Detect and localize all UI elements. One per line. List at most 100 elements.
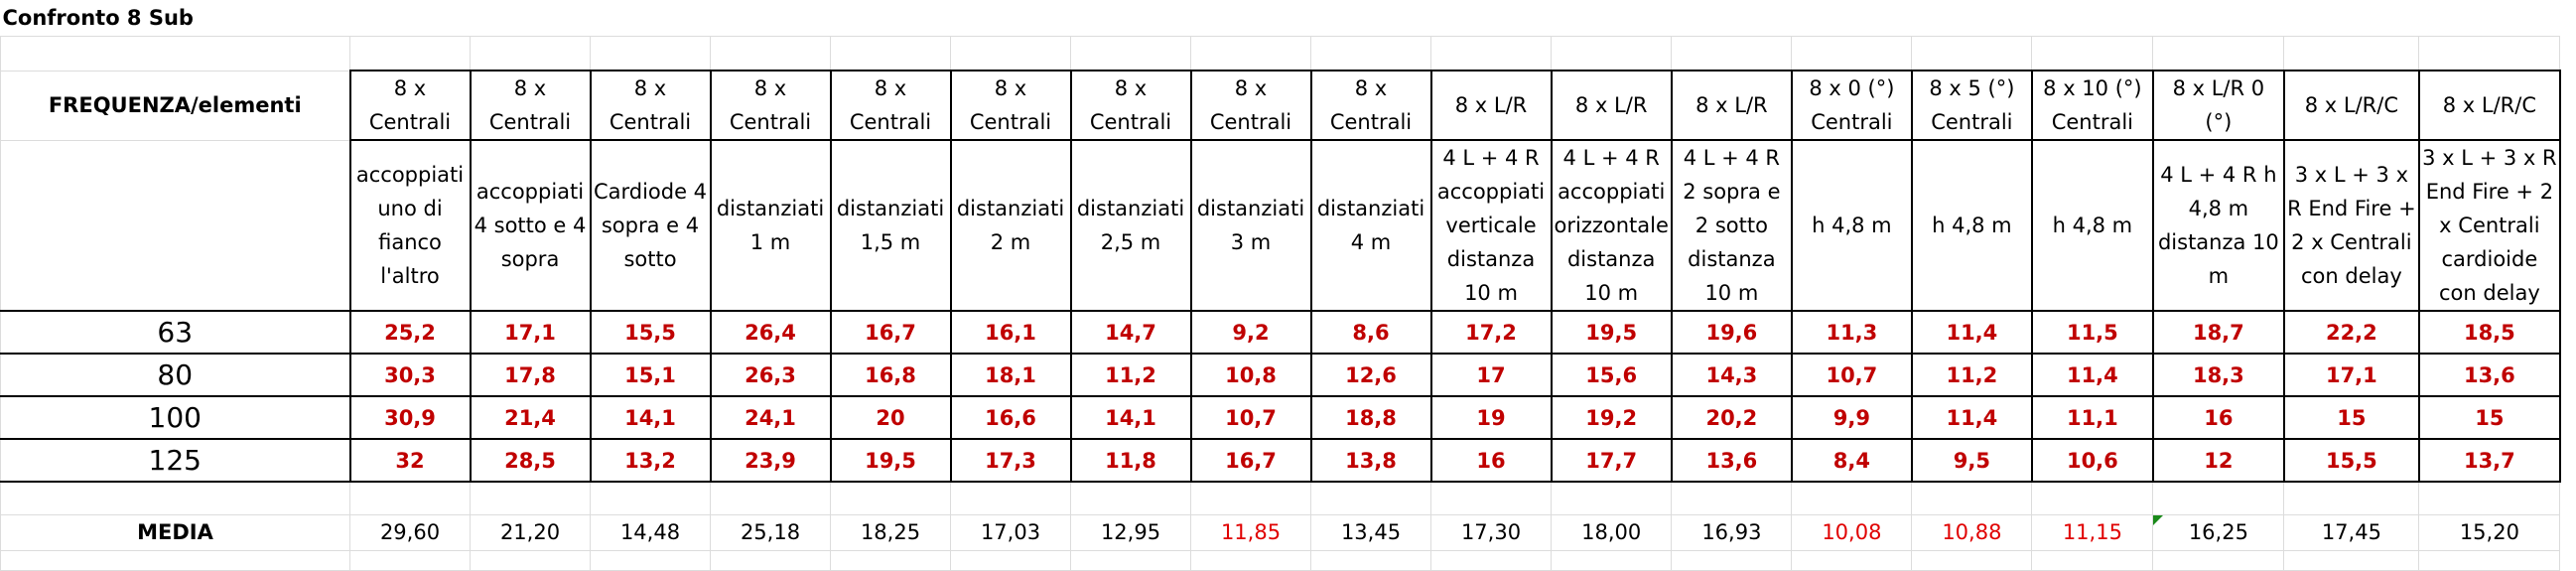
value-cell: 15 <box>2282 395 2420 440</box>
value-cell: 28,5 <box>469 438 592 483</box>
value-cell: 8,4 <box>1790 438 1913 483</box>
value-cell: 32 <box>348 438 472 483</box>
empty-cell <box>1791 549 1913 571</box>
value-cell: 17,2 <box>1429 310 1553 355</box>
column-type: 8 x Centrali <box>1309 70 1432 141</box>
empty-cell <box>2031 481 2154 515</box>
value-cell: 18,5 <box>2417 310 2561 355</box>
empty-cell <box>1310 35 1431 71</box>
value-cell: 16 <box>1429 438 1553 483</box>
value-cell: 15,5 <box>589 310 712 355</box>
value-cell: 14,3 <box>1670 353 1793 397</box>
empty-cell <box>2283 35 2420 71</box>
value-cell: 19,2 <box>1550 395 1673 440</box>
column-description: 4 L + 4 R accoppiati orizzontale distanz… <box>1550 139 1673 312</box>
column-type: 8 x 0 (°) Centrali <box>1790 70 1913 141</box>
value-cell: 14,1 <box>1069 395 1192 440</box>
column-description: distanziati 2 m <box>949 139 1072 312</box>
row: 80 30,3 17,8 15,1 26,3 16,8 18,1 11,2 10,8 12,6 17… <box>0 353 2561 397</box>
value-cell: 25,2 <box>348 310 472 355</box>
row-label: 80 <box>0 353 350 397</box>
empty-cell <box>349 35 471 71</box>
value-cell: 11,4 <box>1910 395 2033 440</box>
empty-cell <box>710 549 831 571</box>
value-cell: 16,1 <box>949 310 1072 355</box>
empty-cell <box>1430 481 1552 515</box>
value-cell: 19,5 <box>829 438 952 483</box>
value-cell: 16 <box>2151 395 2285 440</box>
value-cell: 21,4 <box>469 395 592 440</box>
empty-cell <box>1550 35 1673 71</box>
value-cell: 24,1 <box>709 395 832 440</box>
value-cell: 19,5 <box>1550 310 1673 355</box>
value-cell: 17 <box>1429 353 1553 397</box>
empty-cell <box>2418 549 2561 571</box>
value-cell: 11,4 <box>1910 310 2033 355</box>
empty-cell <box>1310 549 1431 571</box>
empty-cell <box>2152 481 2285 515</box>
media-value: 29,60 <box>349 513 471 551</box>
empty-cell <box>830 35 951 71</box>
column-description: 3 x L + 3 x R End Fire + 2 x Centrali co… <box>2282 139 2420 312</box>
column-type: 8 x L/R <box>1429 70 1553 141</box>
value-cell: 17,1 <box>469 310 592 355</box>
row: 125 32 28,5 13,2 23,9 19,5 17,3 11,8 16,7 13,8 16 1… <box>0 438 2561 483</box>
value-cell: 13,8 <box>1309 438 1432 483</box>
media-value: 10,08 <box>1791 513 1913 551</box>
empty-cell <box>590 35 711 71</box>
column-type: 8 x Centrali <box>589 70 712 141</box>
value-cell: 17,3 <box>949 438 1072 483</box>
column-description: distanziati 2,5 m <box>1069 139 1192 312</box>
media-value: 13,45 <box>1310 513 1431 551</box>
media-value: 16,93 <box>1671 513 1793 551</box>
media-value: 11,85 <box>1190 513 1311 551</box>
value-cell: 17,1 <box>2282 353 2420 397</box>
value-cell: 23,9 <box>709 438 832 483</box>
value-cell: 15,6 <box>1550 353 1673 397</box>
empty-cell <box>0 549 350 571</box>
value-cell: 15,1 <box>589 353 712 397</box>
value-cell: 13,2 <box>589 438 712 483</box>
value-cell: 11,4 <box>2030 353 2154 397</box>
empty-cell <box>1911 549 2033 571</box>
value-cell: 16,8 <box>829 353 952 397</box>
value-cell: 11,3 <box>1790 310 1913 355</box>
value-cell: 19,6 <box>1670 310 1793 355</box>
media-value: 12,95 <box>1070 513 1191 551</box>
header-label: FREQUENZA/elementi <box>0 70 350 141</box>
empty-cell <box>710 481 831 515</box>
value-cell: 22,2 <box>2282 310 2420 355</box>
value-cell: 8,6 <box>1309 310 1432 355</box>
row: FREQUENZA/elementi 8 x Centrali 8 x Centra… <box>0 70 2561 141</box>
empty-cell <box>590 481 711 515</box>
value-cell: 16,7 <box>829 310 952 355</box>
sheet-title: Confronto 8 Sub <box>2 5 194 30</box>
column-description: h 4,8 m <box>1910 139 2033 312</box>
empty-cell <box>2152 35 2285 71</box>
empty-cell <box>950 35 1071 71</box>
empty-cell <box>0 35 350 71</box>
column-description: 4 L + 4 R 2 sopra e 2 sotto distanza 10 … <box>1670 139 1793 312</box>
column-description: distanziati 1,5 m <box>829 139 952 312</box>
empty-cell <box>1671 549 1793 571</box>
media-value: 10,88 <box>1911 513 2033 551</box>
empty-cell <box>1791 481 1913 515</box>
empty-cell <box>470 481 591 515</box>
value-cell: 10,7 <box>1790 353 1913 397</box>
empty-cell <box>1190 35 1311 71</box>
empty-cell <box>590 549 711 571</box>
column-type: 8 x Centrali <box>709 70 832 141</box>
empty-cell <box>0 139 350 312</box>
empty-cell <box>1671 35 1793 71</box>
empty-cell <box>1671 481 1793 515</box>
media-value: 11,15 <box>2031 513 2154 551</box>
row <box>0 35 2561 71</box>
empty-cell <box>1550 481 1673 515</box>
column-type: 8 x L/R/C <box>2417 70 2561 141</box>
column-type: 8 x Centrali <box>949 70 1072 141</box>
row <box>0 481 2561 515</box>
value-cell: 12 <box>2151 438 2285 483</box>
row: accoppiati uno di fianco l'altro accoppia… <box>0 139 2561 312</box>
column-description: 4 L + 4 R h 4,8 m distanza 10 m <box>2151 139 2285 312</box>
value-cell: 18,8 <box>1309 395 1432 440</box>
